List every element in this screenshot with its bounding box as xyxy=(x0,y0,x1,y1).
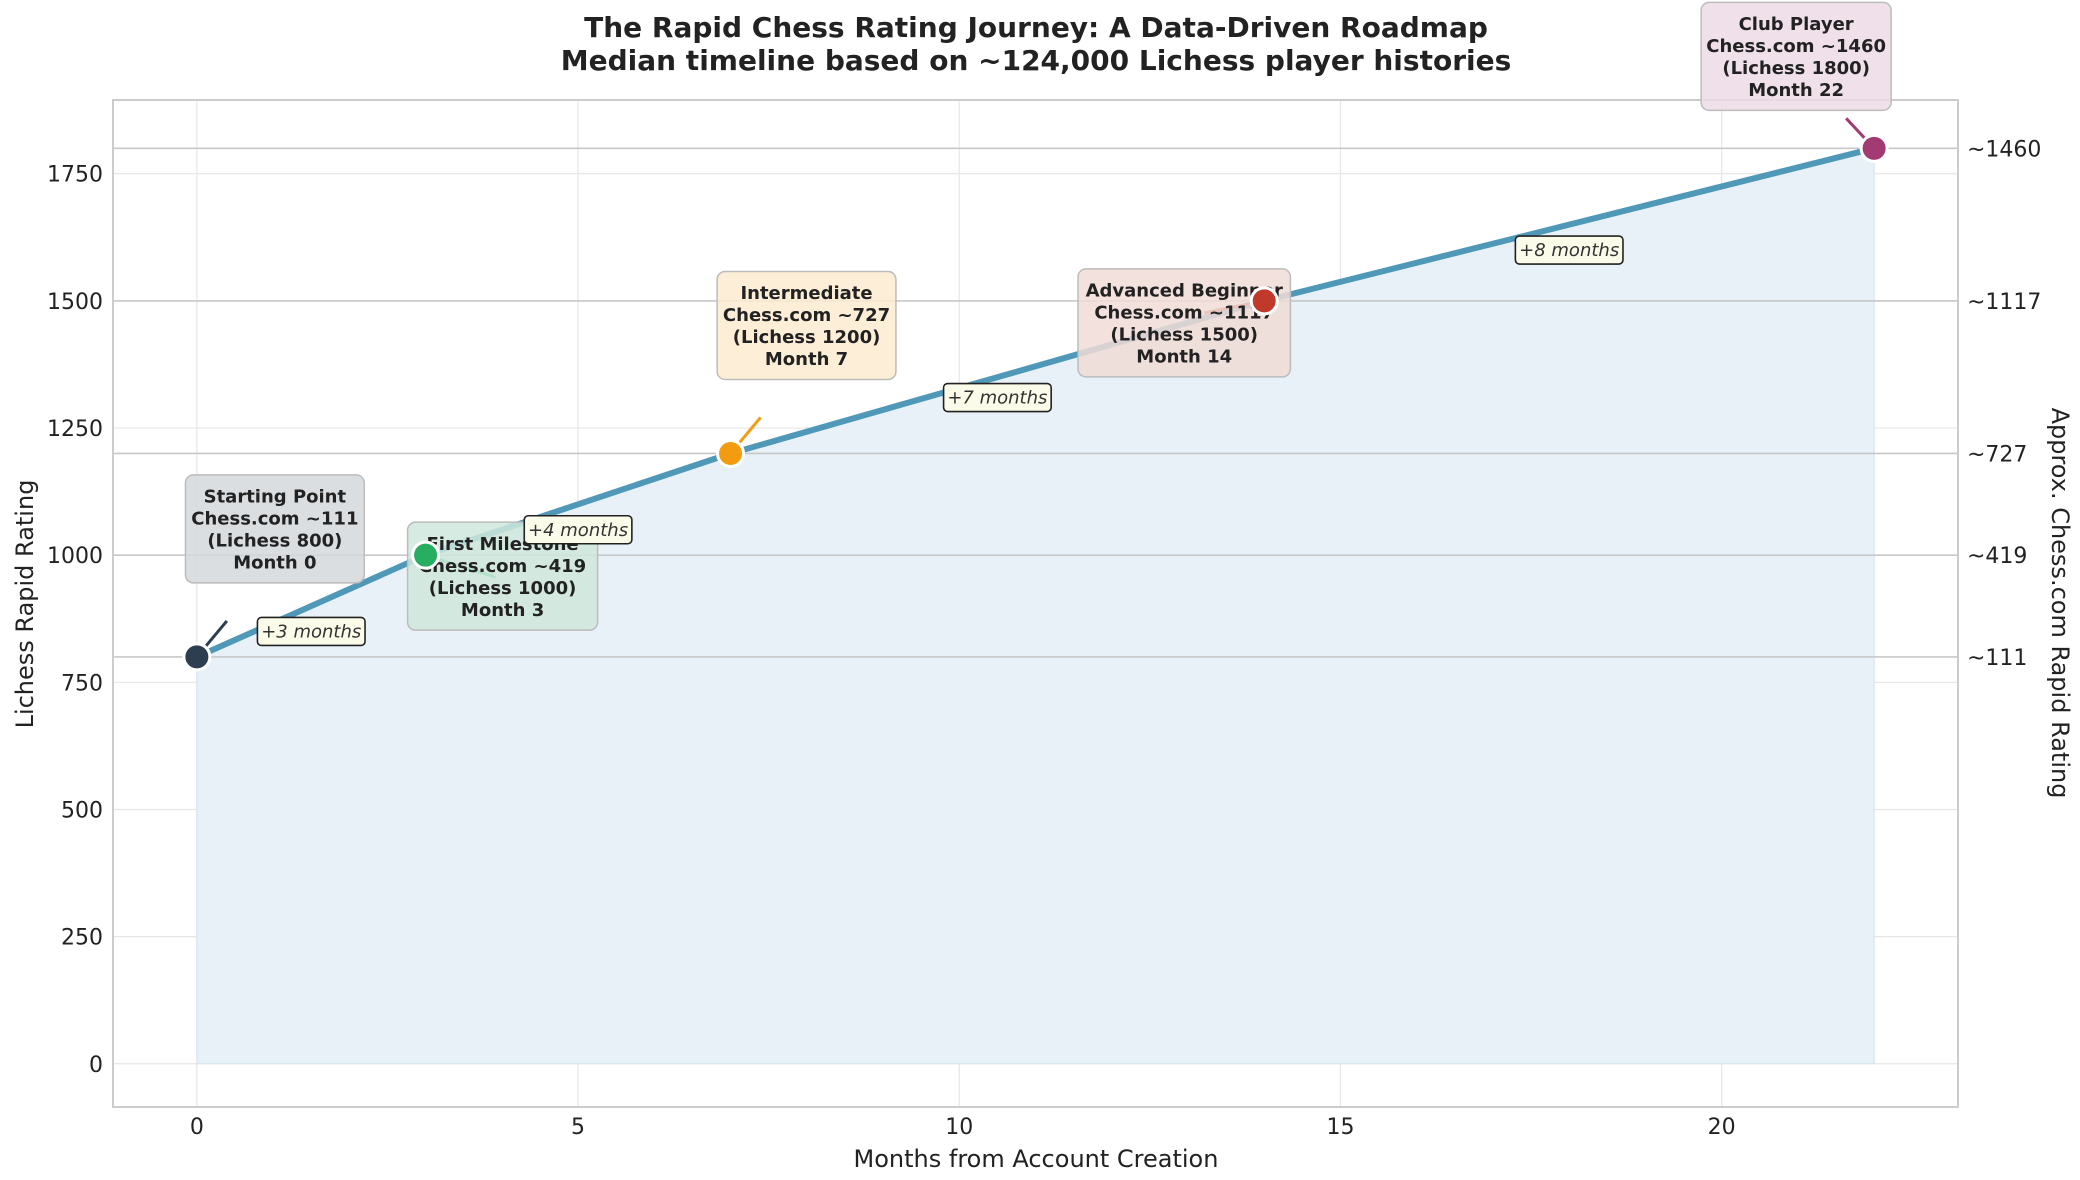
annotation-text: Month 7 xyxy=(765,349,848,370)
interval-label-box xyxy=(523,514,633,545)
interval-label: +7 months xyxy=(947,388,1047,409)
chart-subtitle: Median timeline based on ~124,000 Liches… xyxy=(561,44,1512,77)
annotation-box xyxy=(1077,268,1292,378)
interval-label-box xyxy=(1514,235,1624,265)
milestone-marker xyxy=(1249,286,1279,316)
y-tick-label: 1250 xyxy=(47,417,103,442)
y-tick-label: 250 xyxy=(61,926,103,951)
y-tick-label: 1000 xyxy=(47,544,103,569)
annotation-text: Intermediate xyxy=(740,283,872,304)
plot-area: 0 5 10 15 20 0 250 500 750 1000 1250 1500 1750 ~111 ~4… xyxy=(47,1,2041,1140)
right-tick-label: ~1460 xyxy=(1967,137,2041,162)
right-tick-label: ~111 xyxy=(1967,646,2027,671)
chart-title: The Rapid Chess Rating Journey: A Data-D… xyxy=(584,11,1488,44)
plot-frame xyxy=(112,99,1959,1108)
right-tick-label: ~727 xyxy=(1967,442,2027,467)
annotation-box xyxy=(406,521,599,631)
y-tick-label: 750 xyxy=(61,671,103,696)
annotation-text: Club Player xyxy=(1739,14,1854,35)
y-tick-label: 1750 xyxy=(47,163,103,188)
y-tick-label: 1500 xyxy=(47,290,103,315)
x-tick-label: 10 xyxy=(945,1115,973,1140)
milestone-marker xyxy=(716,438,746,468)
x-tick-label: 5 xyxy=(571,1115,585,1140)
annotation-text: (Lichess 1200) xyxy=(733,327,881,348)
annotation-box xyxy=(184,474,366,584)
y-tick-label: 500 xyxy=(61,798,103,823)
milestone-marker xyxy=(182,642,212,672)
y-axis-label: Lichess Rapid Rating xyxy=(11,480,39,729)
annotation-text: Chess.com ~1460 xyxy=(1706,36,1886,57)
annotation-text: Chess.com ~1117 xyxy=(1094,302,1274,323)
annotation-text: Month 22 xyxy=(1748,80,1844,101)
x-tick-label: 15 xyxy=(1326,1115,1354,1140)
annotation-text: Starting Point xyxy=(204,487,347,508)
annotation-text: (Lichess 800) xyxy=(207,531,342,552)
x-tick-label: 0 xyxy=(190,1115,204,1140)
x-tick-label: 20 xyxy=(1708,1115,1736,1140)
milestone-marker xyxy=(411,540,441,570)
right-tick-label: ~1117 xyxy=(1967,290,2041,315)
annotation-text: Advanced Beginner xyxy=(1086,280,1283,301)
right-y-axis-label: Approx. Chess.com Rapid Rating xyxy=(2046,408,2074,799)
interval-label: +3 months xyxy=(261,621,361,642)
annotation-text: Chess.com ~111 xyxy=(191,509,358,530)
interval-label: +4 months xyxy=(528,520,628,541)
x-axis-label: Months from Account Creation xyxy=(854,1145,1219,1173)
annotation-text: (Lichess 1500) xyxy=(1110,324,1258,345)
annotation-text: (Lichess 1000) xyxy=(429,578,577,599)
annotation-text: Month 3 xyxy=(461,600,544,621)
interval-label-box xyxy=(942,382,1052,413)
annotation-box xyxy=(716,270,897,381)
annotation-text: Chess.com ~419 xyxy=(419,556,586,577)
milestone-marker xyxy=(1859,133,1889,163)
annotation-text: Month 0 xyxy=(233,553,316,574)
annotation-text: (Lichess 1800) xyxy=(1722,58,1870,79)
y-tick-label: 0 xyxy=(89,1053,103,1078)
annotation-text: Month 14 xyxy=(1136,346,1232,367)
right-tick-label: ~419 xyxy=(1967,544,2027,569)
interval-label: +8 months xyxy=(1519,240,1619,261)
interval-label-box xyxy=(256,616,366,647)
annotation-box xyxy=(1700,1,1892,112)
annotation-text: Chess.com ~727 xyxy=(723,305,890,326)
